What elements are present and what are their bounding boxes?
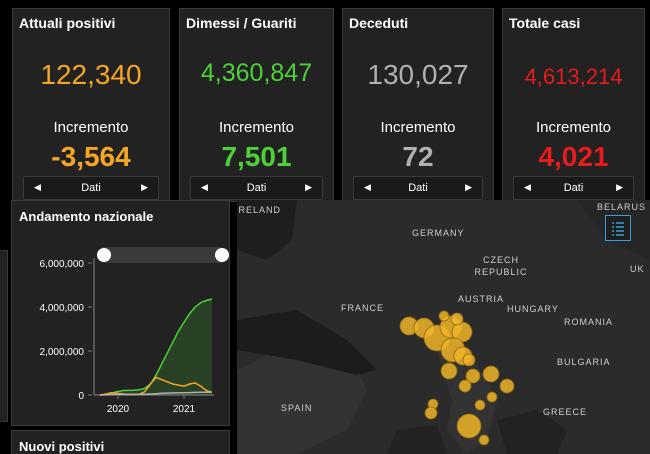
series-line xyxy=(99,298,213,396)
card-dimessi-guariti: Dimessi / Guariti 4,360,847 Incremento 7… xyxy=(179,8,334,202)
next-arrow-icon[interactable]: ▶ xyxy=(305,182,312,192)
map-label: GERMANY xyxy=(412,228,465,238)
region-bubble[interactable] xyxy=(486,391,498,403)
x-tick-label: 2021 xyxy=(173,404,196,415)
case-bubbles xyxy=(399,310,515,446)
y-tick-label: 2,000,000 xyxy=(40,347,85,358)
map-label: SPAIN xyxy=(281,403,313,413)
map-label: CZECH REPUBLIC xyxy=(474,255,528,277)
card-attuali-positivi: Attuali positivi 122,340 Incremento -3,5… xyxy=(12,8,170,202)
prev-arrow-icon[interactable]: ◀ xyxy=(364,182,371,192)
region-bubble[interactable] xyxy=(474,399,486,411)
trend-chart: 6,000,000 4,000,000 2,000,000 0 2020 2021 xyxy=(40,247,229,415)
range-slider-track xyxy=(102,247,222,263)
pager-label: Dati xyxy=(408,182,428,194)
series-line xyxy=(99,391,213,396)
increment-value: -3,564 xyxy=(51,141,131,172)
increment-label: Incremento xyxy=(380,119,456,136)
y-tick-label: 6,000,000 xyxy=(40,259,85,270)
region-bubble[interactable] xyxy=(424,406,438,420)
data-pager: ◀ Dati ▶ xyxy=(23,176,159,200)
increment-value: 72 xyxy=(402,141,434,172)
card-totale-casi: Totale casi 4,613,214 Incremento 4,021 ◀… xyxy=(502,8,645,202)
card-title: Dimessi / Guariti xyxy=(186,15,297,31)
new-positives-panel: Nuovi positivi xyxy=(11,430,230,454)
increment-value: 7,501 xyxy=(221,141,292,172)
prev-arrow-icon[interactable]: ◀ xyxy=(524,182,531,192)
card-value: 4,360,847 xyxy=(200,59,313,87)
prev-arrow-icon[interactable]: ◀ xyxy=(201,182,208,192)
map-label: BULGARIA xyxy=(557,357,611,367)
map-label: FRANCE xyxy=(341,303,385,313)
card-value: 122,340 xyxy=(40,59,142,90)
region-bubble[interactable] xyxy=(456,413,482,439)
map-label: BELARUS xyxy=(597,202,647,212)
map-view[interactable]: IRELAND GERMANY CZECH REPUBLIC AUSTRIA H… xyxy=(237,200,650,454)
pager-label: Dati xyxy=(246,182,267,194)
chart-title: Andamento nazionale xyxy=(19,209,154,224)
y-tick-label: 0 xyxy=(78,391,84,402)
next-arrow-icon[interactable]: ▶ xyxy=(141,182,148,192)
y-tick-label: 4,000,000 xyxy=(40,303,85,314)
collapsed-side-panel[interactable] xyxy=(0,250,8,422)
map-label: UK xyxy=(630,264,645,274)
region-bubble[interactable] xyxy=(458,379,472,393)
region-bubble[interactable] xyxy=(450,312,464,326)
card-value: 130,027 xyxy=(367,59,469,90)
range-handle-left[interactable] xyxy=(97,248,111,262)
increment-label: Incremento xyxy=(535,119,612,136)
panel-title: Nuovi positivi xyxy=(19,439,105,454)
map-label: IRELAND xyxy=(237,205,282,215)
next-arrow-icon[interactable]: ▶ xyxy=(616,182,623,192)
list-icon xyxy=(612,222,624,236)
card-title: Attuali positivi xyxy=(19,15,116,31)
region-bubble[interactable] xyxy=(482,365,500,383)
map-label: GREECE xyxy=(543,407,588,417)
increment-label: Incremento xyxy=(218,119,295,136)
national-trend-panel: Andamento nazionale 6,000,000 4,000,000 2,… xyxy=(11,200,230,426)
region-bubble[interactable] xyxy=(462,353,476,367)
x-tick-label: 2020 xyxy=(107,404,130,415)
card-deceduti: Deceduti 130,027 Incremento 72 ◀ Dati ▶ xyxy=(342,8,494,202)
pager-label: Dati xyxy=(81,182,101,194)
prev-arrow-icon[interactable]: ◀ xyxy=(34,182,41,192)
map-label: AUSTRIA xyxy=(458,294,505,304)
card-value: 4,613,214 xyxy=(524,64,623,89)
series-area xyxy=(100,299,212,395)
range-handle-right[interactable] xyxy=(215,248,229,262)
data-pager: ◀ Dati ▶ xyxy=(353,176,483,200)
increment-value: 4,021 xyxy=(538,141,609,172)
legend-button[interactable] xyxy=(605,215,631,241)
region-bubble[interactable] xyxy=(499,378,515,394)
increment-label: Incremento xyxy=(53,119,129,136)
region-bubble[interactable] xyxy=(478,434,490,446)
region-bubble[interactable] xyxy=(438,310,450,322)
card-title: Deceduti xyxy=(349,15,409,31)
data-pager: ◀ Dati ▶ xyxy=(513,176,634,200)
data-pager: ◀ Dati ▶ xyxy=(190,176,323,200)
map-label: HUNGARY xyxy=(507,304,559,314)
next-arrow-icon[interactable]: ▶ xyxy=(465,182,472,192)
pager-label: Dati xyxy=(563,182,584,194)
map-label: ROMANIA xyxy=(564,317,614,327)
region-bubble[interactable] xyxy=(465,368,481,384)
region-bubble[interactable] xyxy=(440,362,458,380)
card-title: Totale casi xyxy=(509,15,581,31)
series-line xyxy=(99,376,213,396)
